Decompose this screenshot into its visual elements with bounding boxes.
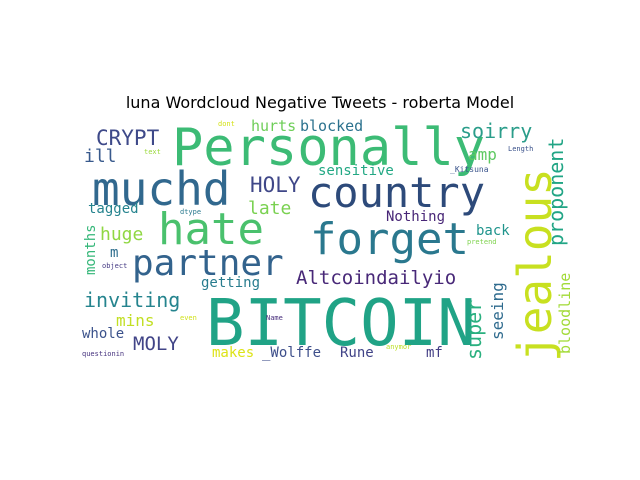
cloud-word-huge: huge: [100, 224, 144, 245]
cloud-word-proponent: proponent: [544, 137, 568, 246]
cloud-word-bloodline: bloodline: [556, 272, 574, 354]
cloud-word-questionin: questionin: [82, 350, 125, 358]
chart-title: luna Wordcloud Negative Tweets - roberta…: [125, 93, 515, 112]
word-cloud: BITCOIN Personally muchd country hate fo…: [80, 118, 577, 367]
cloud-word-inviting: inviting: [84, 288, 181, 312]
cloud-word-makes: makes: [212, 345, 255, 361]
cloud-word-back: back: [476, 223, 510, 239]
cloud-word-forget: forget: [310, 214, 469, 265]
cloud-word-kitsuna: _Kitsuna: [450, 165, 489, 174]
cloud-word-text: text: [144, 148, 161, 156]
cloud-word-muchd: muchd: [92, 162, 231, 216]
cloud-word-holy: HOLY: [250, 173, 301, 197]
cloud-word-pretend: pretend: [467, 238, 497, 246]
cloud-word-sensitive: sensitive: [318, 163, 394, 179]
cloud-word-m: m: [110, 245, 119, 261]
cloud-word-getting: getting: [201, 275, 261, 291]
cloud-word-hurts: hurts: [251, 117, 297, 135]
cloud-word-amp: amp: [468, 145, 497, 164]
cloud-word-months: months: [83, 224, 99, 275]
cloud-word-seeing: seeing: [488, 282, 507, 340]
cloud-word-late: late: [248, 198, 292, 219]
cloud-word-name: Name: [266, 314, 283, 322]
cloud-word-object: object: [102, 262, 128, 270]
cloud-word-ill: ill: [84, 146, 117, 167]
cloud-word-blocked: blocked: [300, 117, 364, 135]
cloud-word-whole: whole: [82, 326, 125, 342]
cloud-word-nothing: Nothing: [386, 209, 446, 225]
cloud-word-personally: Personally: [172, 118, 486, 178]
cloud-word-super: super: [462, 299, 486, 360]
cloud-word-country: country: [308, 168, 486, 217]
cloud-word-partner: partner: [132, 243, 284, 284]
cloud-word-moly: MOLY: [133, 333, 179, 355]
cloud-word-mins: mins: [116, 311, 155, 330]
cloud-word-tagged: tagged: [88, 201, 139, 217]
cloud-word-altcoindailyio: Altcoindailyio: [296, 267, 457, 289]
cloud-word-dont: dont: [218, 120, 235, 128]
cloud-word-hate: hate: [158, 204, 264, 255]
cloud-word-crypt: CRYPT: [96, 126, 160, 150]
cloud-word-even: even: [180, 314, 197, 322]
cloud-word-wolffe: _Wolffe: [262, 345, 322, 361]
cloud-word-rune: Rune: [340, 345, 374, 361]
cloud-word-mf: mf: [426, 345, 443, 361]
cloud-word-anymor: anymor: [386, 343, 412, 351]
cloud-word-bitcoin: BITCOIN: [206, 287, 476, 361]
cloud-word-soirry: soirry: [460, 119, 533, 143]
cloud-word-length: Length: [508, 145, 534, 153]
cloud-word-dtype: dtype: [180, 208, 202, 216]
